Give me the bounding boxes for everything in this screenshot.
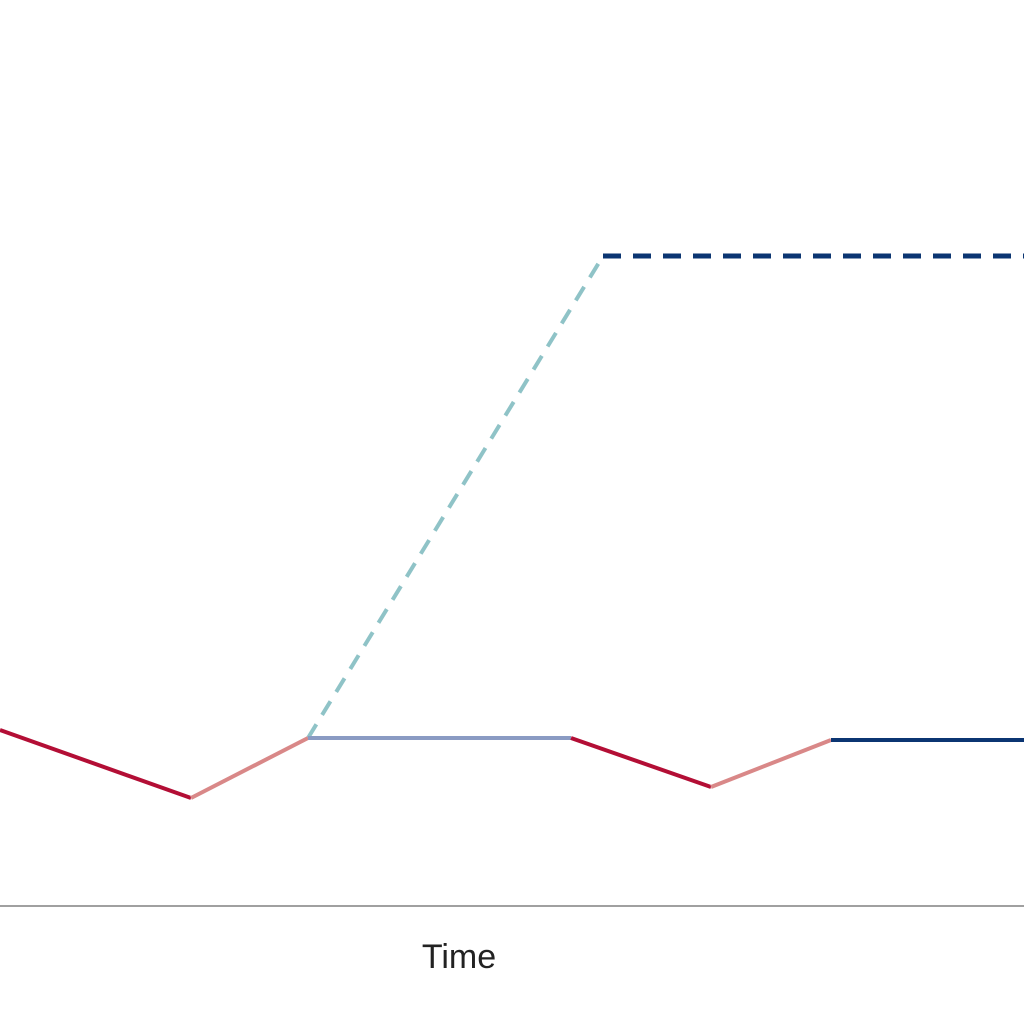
segment-decline bbox=[570, 736, 712, 789]
dashed-rise bbox=[306, 254, 605, 740]
segment-decline bbox=[0, 728, 192, 800]
segment-recovery bbox=[190, 736, 309, 800]
segment-recovery bbox=[710, 738, 832, 789]
x-axis-label: Time bbox=[422, 938, 496, 976]
